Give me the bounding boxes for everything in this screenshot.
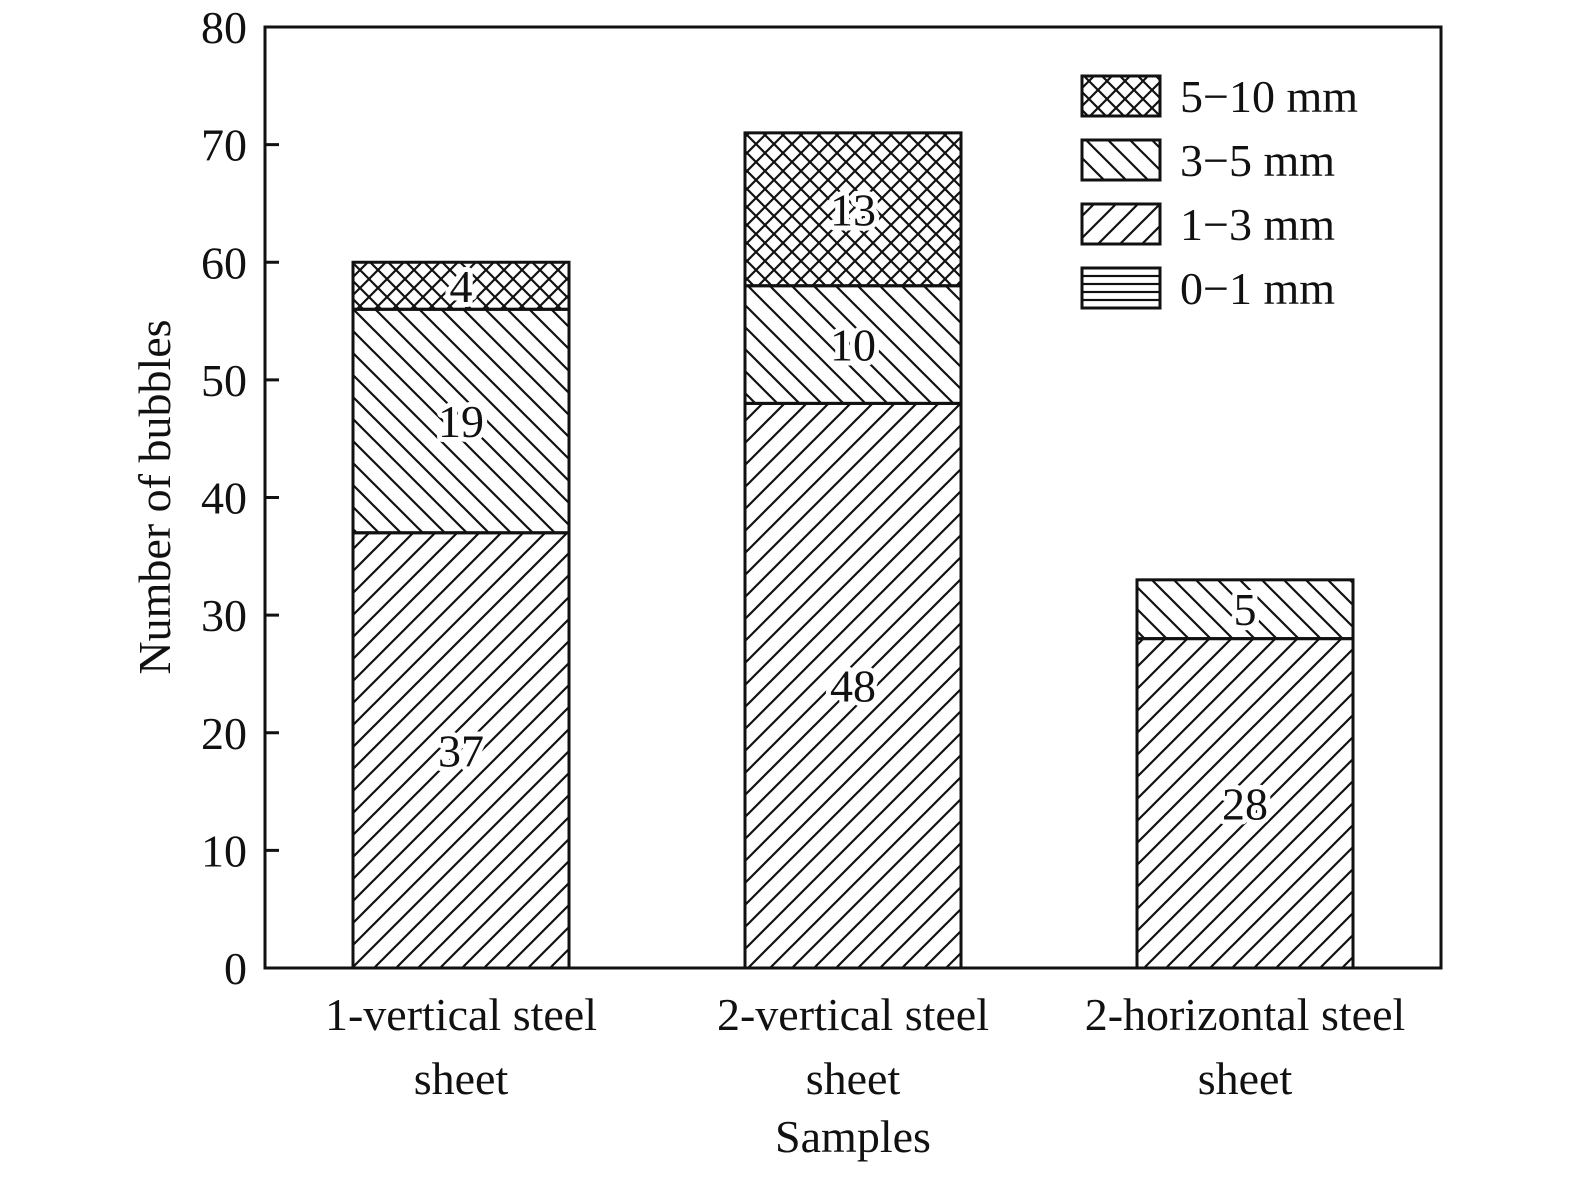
y-tick-label: 30	[201, 590, 247, 641]
legend-swatch	[1080, 74, 1162, 118]
x-category-label: 1-vertical steel	[325, 989, 597, 1040]
bar-segment	[351, 260, 571, 311]
data-label: 37	[438, 725, 484, 776]
y-tick-label: 50	[201, 355, 247, 406]
x-category-label: sheet	[414, 1053, 509, 1104]
bar-segment	[743, 131, 963, 288]
y-tick-label: 70	[201, 120, 247, 171]
data-label: 48	[830, 661, 876, 712]
legend-swatch	[1080, 266, 1162, 310]
data-label: 28	[1222, 778, 1268, 829]
legend-label: 5−10 mm	[1180, 71, 1358, 122]
data-label: 5	[1234, 584, 1257, 635]
legend-swatch	[1080, 138, 1162, 182]
legend: 5−10 mm 3−5 mm 1−3 mm 0−1 mm	[1080, 71, 1358, 314]
data-label: 10	[830, 320, 876, 371]
y-tick-label: 40	[201, 473, 247, 524]
x-category-label: 2-horizontal steel	[1085, 989, 1406, 1040]
data-label: 13	[830, 184, 876, 235]
y-tick-label: 80	[201, 2, 247, 53]
x-category-label: sheet	[1198, 1053, 1293, 1104]
y-axis-title: Number of bubbles	[129, 319, 180, 674]
data-label: 4	[450, 261, 473, 312]
segment-labels: 37 19 4 48 10 13 28 5	[433, 179, 1273, 834]
legend-label: 0−1 mm	[1180, 263, 1335, 314]
legend-swatch	[1080, 202, 1162, 246]
bar-segment	[1135, 578, 1355, 641]
x-axis-title: Samples	[775, 1111, 931, 1162]
x-category-label: sheet	[806, 1053, 901, 1104]
y-tick-label: 10	[201, 825, 247, 876]
y-axis: 0 10 20 30 40 50 60 70 80	[201, 2, 279, 994]
bar-segment	[351, 307, 571, 535]
legend-label: 3−5 mm	[1180, 135, 1335, 186]
y-tick-label: 0	[224, 943, 247, 994]
data-label: 19	[438, 396, 484, 447]
bar-segment	[1135, 637, 1355, 970]
y-tick-label: 20	[201, 708, 247, 759]
x-category-label: 2-vertical steel	[717, 989, 989, 1040]
legend-label: 1−3 mm	[1180, 199, 1335, 250]
y-tick-label: 60	[201, 237, 247, 288]
bars	[351, 131, 1355, 970]
bar-segment	[743, 401, 963, 970]
bar-segment	[743, 284, 963, 405]
x-axis-categories: 1-vertical steel sheet 2-vertical steel she…	[325, 989, 1405, 1104]
bar-segment	[351, 531, 571, 970]
